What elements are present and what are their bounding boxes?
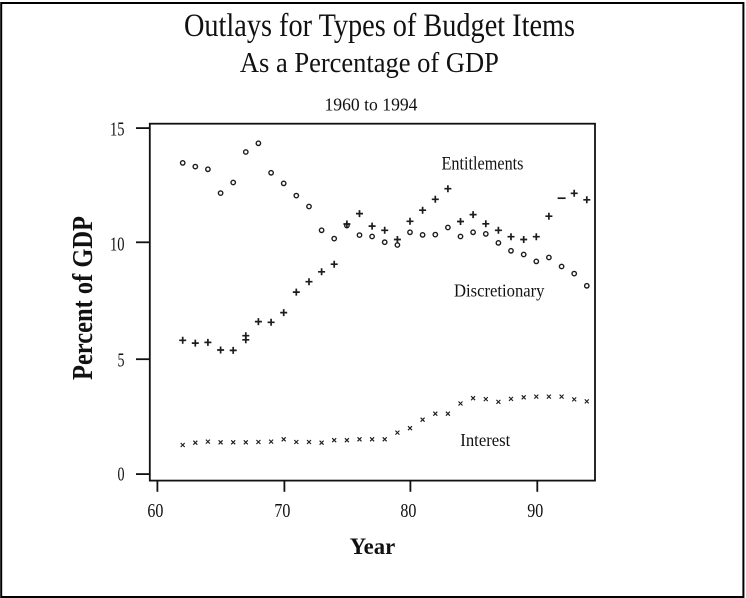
svg-text:As a Percentage of GDP: As a Percentage of GDP (240, 48, 499, 79)
svg-text:80: 80 (400, 500, 416, 522)
svg-text:Discretionary: Discretionary (454, 280, 545, 300)
svg-text:5: 5 (118, 351, 125, 372)
svg-text:Interest: Interest (460, 430, 510, 450)
svg-text:70: 70 (274, 500, 290, 522)
svg-text:60: 60 (147, 500, 163, 522)
svg-text:1960 to 1994: 1960 to 1994 (325, 94, 418, 114)
svg-text:90: 90 (527, 500, 543, 522)
svg-text:Year: Year (350, 534, 396, 560)
svg-text:Entitlements: Entitlements (442, 155, 524, 175)
svg-text:Percent of GDP: Percent of GDP (67, 216, 99, 380)
svg-text:10: 10 (110, 235, 125, 256)
svg-text:15: 15 (110, 120, 125, 141)
svg-text:Outlays for Types of Budget It: Outlays for Types of Budget Items (184, 8, 575, 44)
svg-text:0: 0 (118, 465, 125, 486)
